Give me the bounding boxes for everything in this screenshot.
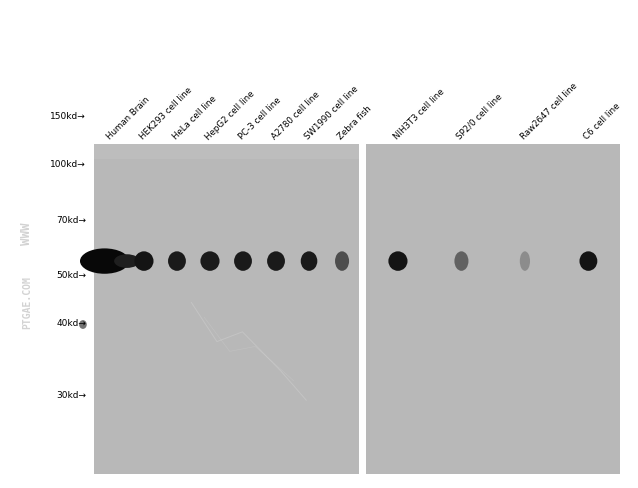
Text: SP2/0 cell line: SP2/0 cell line xyxy=(455,92,504,142)
Ellipse shape xyxy=(200,251,219,271)
Text: HEK293 cell line: HEK293 cell line xyxy=(138,86,193,142)
Bar xyxy=(359,144,366,474)
Text: PTGAE.COM: PTGAE.COM xyxy=(22,276,32,329)
Text: Raw2647 cell line: Raw2647 cell line xyxy=(519,81,579,142)
Bar xyxy=(0,0,638,144)
Text: WWW: WWW xyxy=(20,223,33,245)
Text: Zebra fish: Zebra fish xyxy=(336,104,373,142)
Ellipse shape xyxy=(520,251,530,271)
Ellipse shape xyxy=(234,251,252,271)
Ellipse shape xyxy=(93,251,128,271)
Text: 50kd→: 50kd→ xyxy=(56,271,86,280)
Ellipse shape xyxy=(579,251,597,271)
Ellipse shape xyxy=(389,251,408,271)
Ellipse shape xyxy=(79,320,87,329)
Text: 100kd→: 100kd→ xyxy=(50,161,86,169)
Ellipse shape xyxy=(168,251,186,271)
Ellipse shape xyxy=(300,251,317,271)
Text: PC-3 cell line: PC-3 cell line xyxy=(237,96,283,142)
Ellipse shape xyxy=(267,251,285,271)
Text: HeLa cell line: HeLa cell line xyxy=(170,94,218,142)
Bar xyxy=(0,0,94,488)
Text: 150kd→: 150kd→ xyxy=(50,112,86,121)
Text: NIH3T3 cell line: NIH3T3 cell line xyxy=(392,87,446,142)
Text: 30kd→: 30kd→ xyxy=(56,391,86,400)
Text: HepG2 cell line: HepG2 cell line xyxy=(204,89,256,142)
Ellipse shape xyxy=(454,251,468,271)
Text: C6 cell line: C6 cell line xyxy=(582,102,622,142)
Bar xyxy=(620,0,638,488)
Ellipse shape xyxy=(80,248,129,274)
Ellipse shape xyxy=(335,251,349,271)
Bar xyxy=(94,144,359,159)
Text: Human Brain: Human Brain xyxy=(105,95,151,142)
Text: SW1990 cell line: SW1990 cell line xyxy=(302,84,360,142)
Bar xyxy=(94,144,359,474)
Ellipse shape xyxy=(135,251,154,271)
Text: 70kd→: 70kd→ xyxy=(56,216,86,225)
Ellipse shape xyxy=(114,254,140,268)
Text: 40kd→: 40kd→ xyxy=(56,319,86,327)
Bar xyxy=(366,144,620,474)
Text: A2780 cell line: A2780 cell line xyxy=(270,90,321,142)
